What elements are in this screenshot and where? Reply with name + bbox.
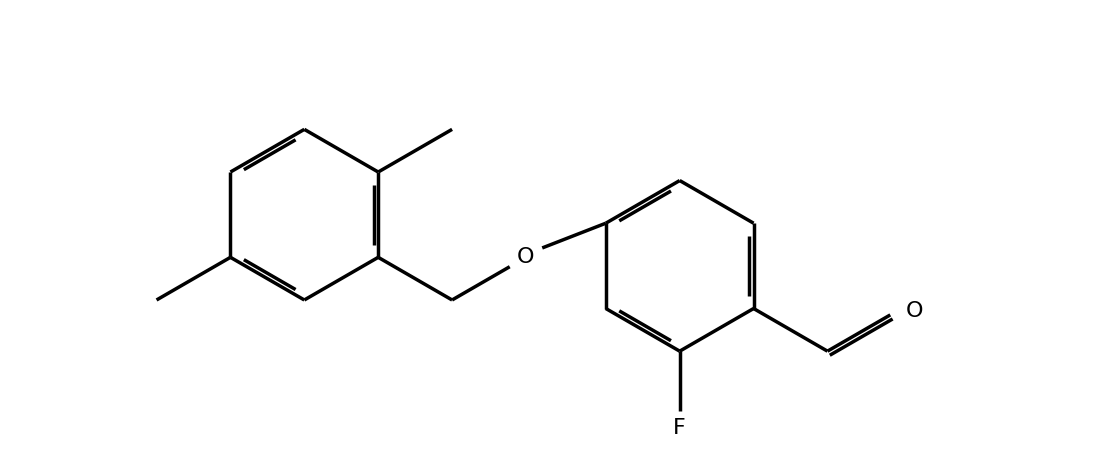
Text: O: O — [905, 301, 923, 320]
Text: O: O — [517, 247, 535, 267]
Text: F: F — [674, 418, 686, 438]
